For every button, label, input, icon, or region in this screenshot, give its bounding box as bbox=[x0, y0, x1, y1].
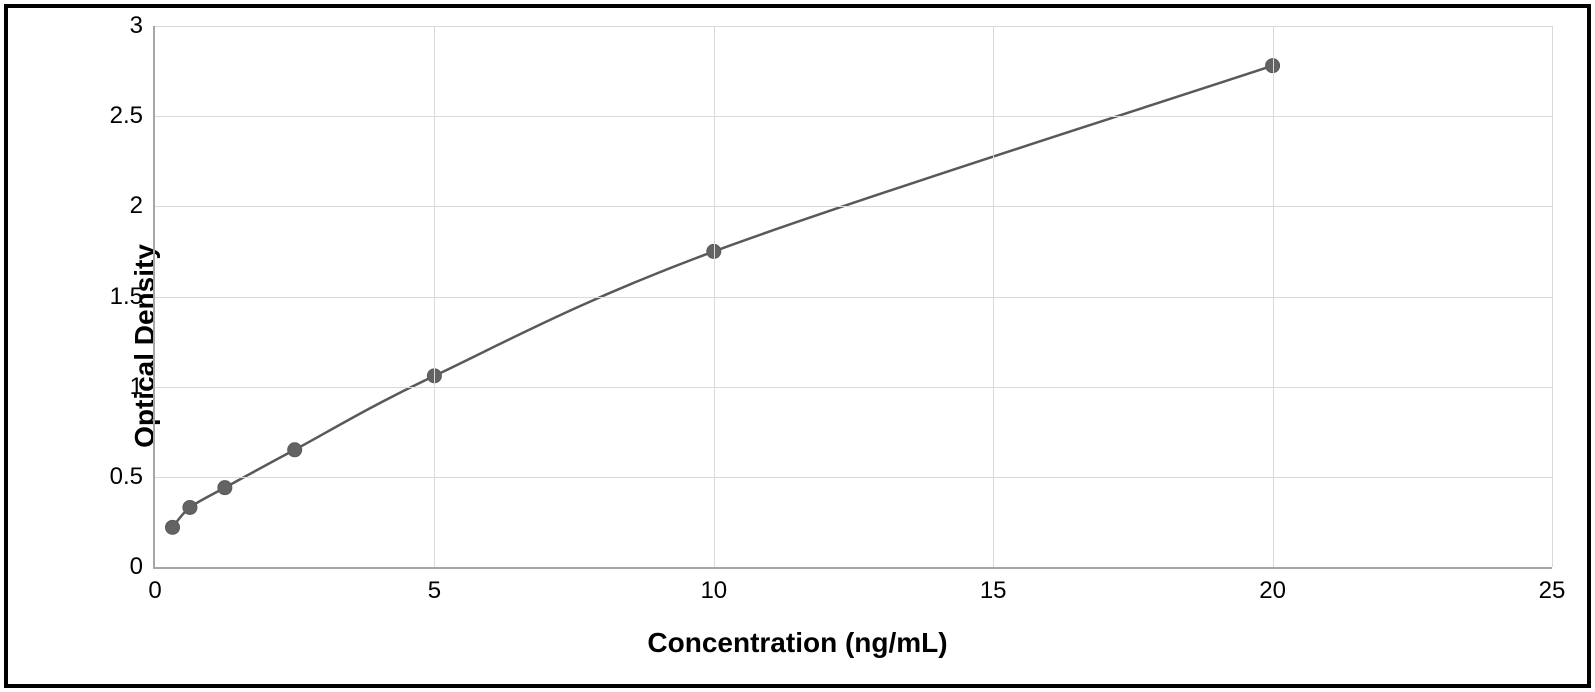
y-tick-label: 1.5 bbox=[110, 283, 143, 311]
x-tick-label: 15 bbox=[980, 577, 1007, 605]
y-tick-label: 2.5 bbox=[110, 102, 143, 130]
y-tick-label: 1 bbox=[130, 373, 143, 401]
x-axis-title: Concentration (ng/mL) bbox=[647, 627, 947, 659]
grid-line-vertical bbox=[1273, 26, 1274, 567]
x-tick-label: 20 bbox=[1259, 577, 1286, 605]
y-tick-label: 0.5 bbox=[110, 463, 143, 491]
grid-line-horizontal bbox=[155, 477, 1552, 478]
grid-line-vertical bbox=[1552, 26, 1553, 567]
grid-line-horizontal bbox=[155, 297, 1552, 298]
grid-line-horizontal bbox=[155, 387, 1552, 388]
grid-line-vertical bbox=[714, 26, 715, 567]
grid-line-vertical bbox=[434, 26, 435, 567]
x-tick-label: 10 bbox=[700, 577, 727, 605]
plot-area: 00.511.522.530510152025 bbox=[153, 26, 1552, 569]
y-tick-label: 3 bbox=[130, 12, 143, 40]
chart-container: 00.511.522.530510152025 bbox=[153, 26, 1552, 569]
data-point-marker bbox=[288, 443, 302, 457]
x-tick-label: 25 bbox=[1539, 577, 1566, 605]
x-tick-label: 5 bbox=[428, 577, 441, 605]
y-tick-label: 0 bbox=[130, 553, 143, 581]
data-point-marker bbox=[218, 481, 232, 495]
data-point-marker bbox=[165, 520, 179, 534]
x-tick-label: 0 bbox=[148, 577, 161, 605]
chart-frame: Optical Density Concentration (ng/mL) 00… bbox=[4, 4, 1591, 688]
y-tick-label: 2 bbox=[130, 192, 143, 220]
data-point-marker bbox=[183, 500, 197, 514]
grid-line-horizontal bbox=[155, 116, 1552, 117]
grid-line-horizontal bbox=[155, 26, 1552, 27]
grid-line-vertical bbox=[993, 26, 994, 567]
grid-line-horizontal bbox=[155, 206, 1552, 207]
